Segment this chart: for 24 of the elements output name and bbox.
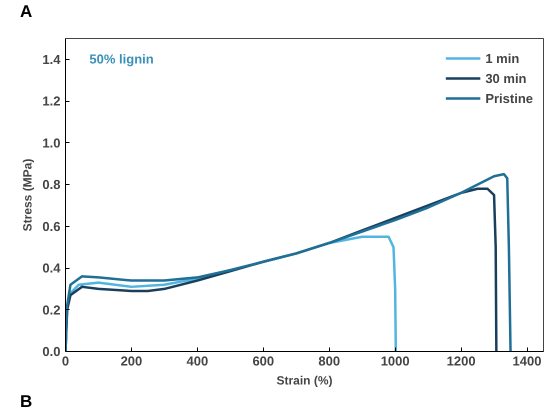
y-tick-label: 1.4 xyxy=(42,52,62,67)
annotation: 50% lignin xyxy=(89,52,154,67)
legend-label: 1 min xyxy=(485,50,520,66)
y-tick-label: 0.4 xyxy=(42,260,62,276)
y-tick-label: 0.0 xyxy=(42,344,61,359)
y-tick-label: 0.2 xyxy=(42,302,61,318)
y-tick-label: 1.2 xyxy=(42,94,61,109)
x-tick-label: 800 xyxy=(318,354,340,368)
text: B xyxy=(20,391,32,413)
x-tick-label: 600 xyxy=(252,354,274,368)
x-tick-label: 1000 xyxy=(380,354,410,368)
x-axis-title: Strain (%) xyxy=(276,374,333,388)
x-tick-label: 0 xyxy=(62,354,70,368)
x-tick-label: 200 xyxy=(120,354,142,368)
y-axis-title: Stress (MPa) xyxy=(20,158,34,232)
legend-label: Pristine xyxy=(485,90,533,106)
x-tick-label: 1400 xyxy=(512,354,542,368)
y-tick-label: 0.8 xyxy=(42,177,61,192)
x-tick-label: 400 xyxy=(186,354,208,368)
y-tick-label: 1.0 xyxy=(42,135,61,150)
text: A xyxy=(20,1,32,23)
x-tick-label: 1200 xyxy=(446,354,476,368)
legend-label: 30 min xyxy=(485,70,526,86)
y-tick-label: 0.6 xyxy=(42,218,61,234)
